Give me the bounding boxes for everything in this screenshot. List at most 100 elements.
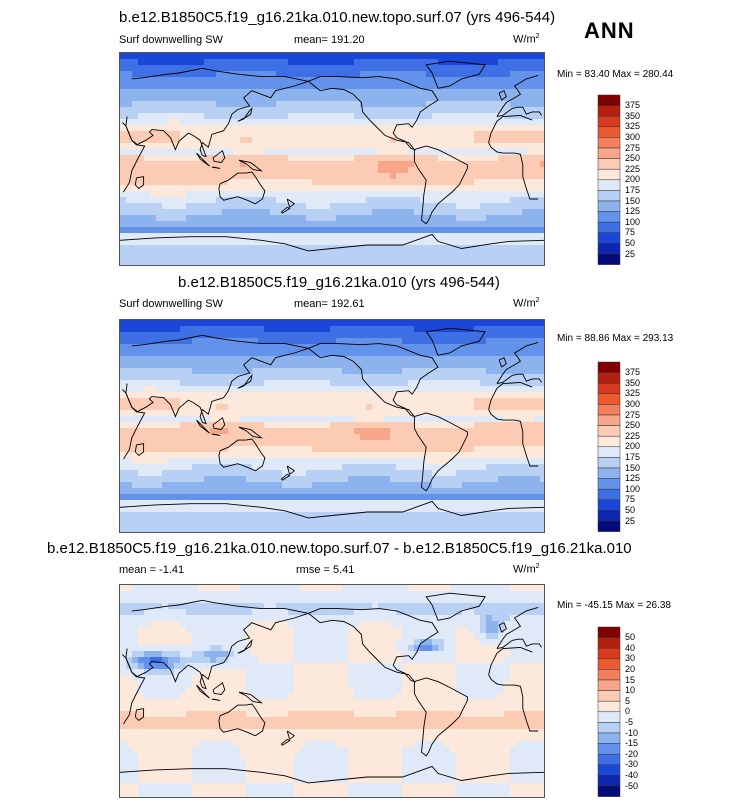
coastline [280, 206, 291, 214]
colorbar-tick-label: 275 [625, 409, 641, 420]
colorbar-swatch [597, 446, 621, 458]
panel-2-units: W/m2 [513, 297, 540, 310]
panel-1-variable: Surf downwelling SW [119, 34, 223, 46]
panel-3-map [119, 584, 545, 798]
colorbar-swatch [597, 404, 621, 416]
coastline [125, 67, 542, 158]
colorbar-swatch [597, 126, 621, 138]
coastline [308, 76, 439, 151]
colorbar-swatch [597, 137, 621, 149]
coastline [286, 465, 296, 476]
colorbar-swatch [597, 658, 621, 670]
colorbar-swatch [597, 243, 621, 255]
colorbar-tick-label: 175 [625, 451, 641, 462]
coastline [413, 677, 468, 757]
field-cells [120, 53, 544, 265]
colorbar-tick-label: 375 [625, 367, 641, 378]
coastline [425, 327, 486, 356]
colorbar-swatch [597, 467, 621, 479]
coastline [280, 738, 291, 746]
coastline [211, 698, 221, 701]
coastline [498, 622, 507, 633]
colorbar-swatch [597, 168, 621, 181]
colorbar-tick-label: 40 [625, 642, 636, 653]
coastline [498, 90, 507, 101]
colorbar-tick-label: 100 [625, 216, 641, 227]
colorbar-tick-label: 225 [625, 163, 641, 174]
panel-3-units: W/m2 [513, 563, 540, 576]
season-label: ANN [584, 18, 635, 43]
colorbar-swatch [597, 232, 621, 244]
colorbar-tick-label: 30 [625, 653, 636, 664]
colorbar-swatch [597, 361, 621, 373]
field-cells [120, 585, 544, 797]
colorbar-tick-label: -10 [625, 727, 639, 738]
colorbar-tick-label: -20 [625, 748, 639, 759]
colorbar-swatch [597, 637, 621, 649]
colorbar-swatch [597, 105, 621, 117]
colorbar-tick-label: 150 [625, 195, 641, 206]
colorbar-swatch [597, 679, 621, 691]
colorbar-swatch [597, 711, 621, 723]
colorbar-swatch [597, 669, 621, 681]
colorbar-tick-label: 125 [625, 473, 641, 484]
panel-1-title: b.e12.B1850C5.f19_g16.21ka.010.new.topo.… [119, 9, 556, 26]
panel-2-minmax: Min = 88.86 Max = 293.13 [557, 333, 674, 344]
colorbar-swatch [597, 626, 621, 638]
colorbar-tick-label: 250 [625, 420, 641, 431]
panel-3-title: b.e12.B1850C5.f19_g16.21ka.010.new.topo.… [47, 540, 632, 557]
coastline [425, 60, 486, 89]
colorbar-swatch [597, 179, 621, 191]
colorbar-swatch [597, 221, 621, 234]
colorbar-tick-label: 100 [625, 483, 641, 494]
coastline [134, 176, 145, 189]
coastline [211, 433, 221, 436]
colorbar-swatch [597, 478, 621, 490]
colorbar-swatch [597, 647, 621, 660]
colorbar-tick-label: -5 [625, 716, 634, 727]
coastline [212, 150, 226, 163]
colorbar-tick-label: 225 [625, 430, 641, 441]
coastline [413, 145, 468, 225]
coastline [308, 343, 439, 418]
colorbar-tick-label: 200 [625, 441, 641, 452]
coastline [211, 166, 221, 169]
colorbar-tick-label: 10 [625, 685, 636, 696]
colorbar-tick-label: 175 [625, 184, 641, 195]
colorbar-tick-label: 125 [625, 206, 641, 217]
coastline [125, 599, 542, 690]
colorbar-tick-label: 325 [625, 121, 641, 132]
colorbar-tick-label: 300 [625, 131, 641, 142]
coastline [212, 682, 226, 695]
panel-1-units: W/m2 [513, 33, 540, 46]
colorbar-swatch [597, 690, 621, 702]
panel-3-rmse: rmse = 5.41 [296, 564, 355, 576]
colorbar-swatch [597, 211, 621, 223]
colorbar-tick-label: 0 [625, 706, 631, 717]
coastline [125, 334, 542, 425]
colorbar-tick-label: 350 [625, 110, 641, 121]
colorbar-swatch [597, 372, 621, 384]
colorbar-swatch [597, 753, 621, 766]
colorbar-swatch [597, 457, 621, 469]
colorbar-tick-label: 50 [625, 632, 636, 643]
colorbar-tick-label: 300 [625, 398, 641, 409]
coastline [196, 419, 210, 434]
colorbar-swatch [597, 414, 621, 426]
colorbar-tick-label: 325 [625, 388, 641, 399]
colorbar-swatch [597, 94, 621, 106]
coastline [238, 159, 263, 172]
coastline [425, 592, 486, 621]
coastline [498, 357, 507, 368]
colorbar-swatch [597, 425, 621, 437]
coastline [196, 152, 210, 167]
colorbar-swatch [597, 775, 621, 787]
coastline [120, 233, 544, 252]
coastline [280, 473, 291, 481]
colorbar-tick-label: 50 [625, 237, 636, 248]
colorbar-swatch [597, 382, 621, 395]
colorbar-tick-label: 75 [625, 494, 636, 505]
coastline [237, 107, 253, 122]
coastline [134, 708, 145, 721]
colorbar-swatch [597, 510, 621, 522]
